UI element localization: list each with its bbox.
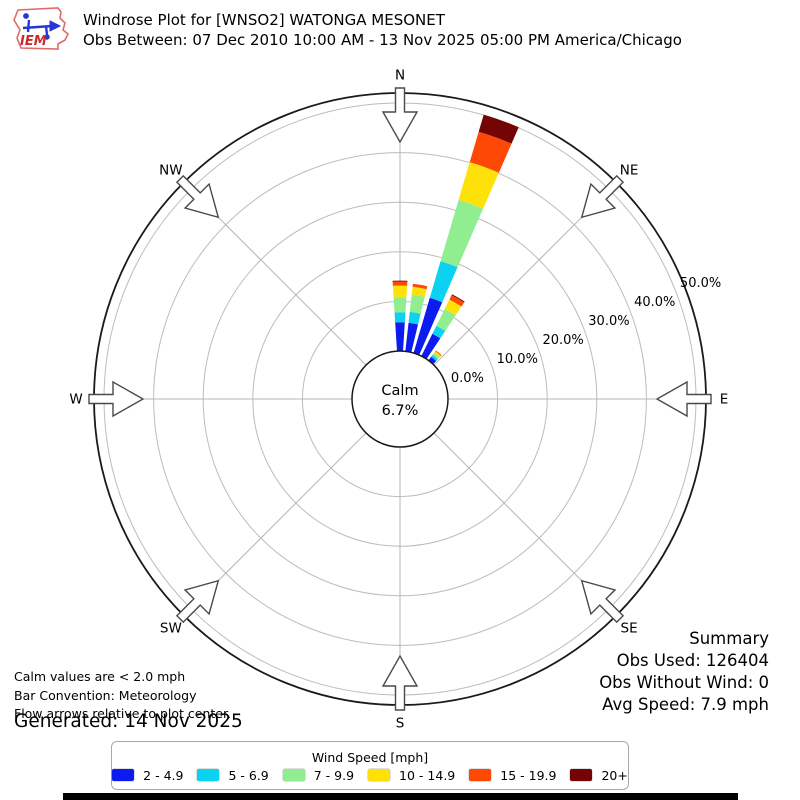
ring-percent-label: 40.0%	[634, 295, 675, 310]
wind-bar-segment	[412, 283, 428, 290]
wind-bar-segment	[458, 162, 499, 209]
legend-swatch-icon	[197, 769, 220, 781]
wind-vane-icon	[22, 13, 62, 40]
legend-label: 10 - 14.9	[399, 767, 456, 783]
wind-bar-segment	[478, 114, 519, 144]
wind-bar-segment	[393, 297, 407, 313]
footer-notes: Calm values are < 2.0 mph Bar Convention…	[14, 668, 231, 724]
wind-bar-segment	[432, 325, 446, 339]
compass-label-w: W	[69, 392, 82, 408]
flow-arrow-icon	[381, 654, 419, 711]
compass-label-se: SE	[621, 621, 638, 637]
wind-bar-segment	[436, 308, 456, 331]
flow-arrow-icon	[175, 579, 220, 624]
summary-obs-without-wind: Obs Without Wind: 0	[599, 673, 769, 692]
legend-label: 2 - 4.9	[143, 767, 184, 783]
legend-swatch-icon	[570, 769, 593, 781]
wind-bar-segment	[451, 294, 465, 303]
wind-bar-segment	[440, 199, 484, 268]
note-bar-convention: Bar Convention: Meteorology	[14, 687, 197, 703]
wind-bar-segment	[429, 261, 458, 303]
wind-speed-legend: Wind Speed [mph] 2 - 4.9 5 - 6.9 7 - 9.9 10…	[111, 741, 629, 790]
legend-item: 10 - 14.9	[368, 768, 455, 783]
logo-text: IEM	[20, 34, 47, 49]
legend-items: 2 - 4.9 5 - 6.9 7 - 9.9 10 - 14.9 15 - 19.9 2…	[105, 768, 635, 783]
compass-label-sw: SW	[160, 621, 182, 637]
bottom-divider-bar	[63, 793, 738, 800]
wind-bar-segment	[394, 312, 406, 323]
page-title: Windrose Plot for [WNSO2] WATONGA MESONE…	[83, 11, 445, 29]
ring-percent-label: 50.0%	[680, 276, 721, 291]
note-flow-arrows: Flow arrows relative to plot center.	[14, 706, 231, 721]
legend-swatch-icon	[368, 769, 391, 781]
wind-bar-segment	[449, 295, 465, 307]
summary-obs-used: Obs Used: 126404	[616, 651, 769, 670]
legend-swatch-icon	[282, 769, 305, 781]
summary-avg-speed: Avg Speed: 7.9 mph	[602, 695, 769, 714]
wind-bar-segment	[421, 333, 441, 360]
compass-label-ne: NE	[620, 162, 639, 178]
note-calm-threshold: Calm values are < 2.0 mph	[14, 669, 186, 684]
wind-bar-segment	[434, 351, 441, 358]
compass-label-n: N	[395, 68, 405, 84]
legend-item: 5 - 6.9	[197, 767, 269, 783]
ring-percent-label: 0.0%	[451, 371, 484, 386]
ring-percent-label: 10.0%	[497, 352, 538, 367]
page-subtitle: Obs Between: 07 Dec 2010 10:00 AM - 13 N…	[83, 31, 682, 49]
title-block: Windrose Plot for [WNSO2] WATONGA MESONE…	[83, 10, 682, 50]
wind-bar-segment	[409, 294, 425, 314]
legend-title: Wind Speed [mph]	[311, 749, 429, 765]
flow-arrow-icon	[175, 174, 220, 219]
summary-title: Summary	[689, 629, 769, 648]
flow-arrow-icon	[655, 380, 712, 418]
legend-swatch-icon	[469, 769, 492, 781]
wind-bar-segment	[411, 286, 427, 297]
ring-percent-label: 20.0%	[542, 333, 583, 348]
compass-label-s: S	[396, 716, 405, 732]
calm-label: Calm	[381, 383, 418, 399]
flow-arrow-icon	[580, 174, 625, 219]
summary-block: Summary Obs Used: 126404 Obs Without Win…	[599, 628, 769, 716]
legend-item: 7 - 9.9	[282, 767, 355, 783]
wind-bar-segment	[392, 285, 408, 298]
iem-logo: IEM	[13, 7, 70, 50]
wind-bar-segment	[469, 131, 512, 173]
legend-item: 2 - 4.9	[112, 768, 183, 783]
flow-arrow-icon	[580, 579, 625, 624]
ring-percent-label: 30.0%	[588, 314, 629, 329]
compass-label-e: E	[720, 392, 729, 408]
wind-bar-segment	[435, 350, 442, 356]
legend-label: 20+	[601, 767, 628, 783]
wind-bar-segment	[392, 281, 408, 286]
wind-bar-segment	[444, 299, 462, 316]
wind-bar-segment	[428, 356, 437, 365]
wind-bar-segment	[395, 322, 405, 352]
compass-label-nw: NW	[159, 162, 182, 178]
legend-item: 15 - 19.9	[469, 768, 556, 783]
wind-bar-segment	[413, 297, 443, 356]
legend-swatch-icon	[112, 769, 135, 781]
wind-bar-segment	[392, 280, 408, 282]
legend-label: 5 - 6.9	[228, 767, 269, 783]
calm-percent: 6.7%	[382, 403, 419, 419]
legend-label: 15 - 19.9	[500, 767, 557, 783]
legend-item: 20+	[570, 767, 628, 783]
flow-arrow-icon	[88, 380, 145, 418]
legend-label: 7 - 9.9	[313, 767, 355, 783]
wind-bar-segment	[432, 352, 440, 360]
generated-timestamp: Generated: 14 Nov 2025	[14, 711, 243, 732]
calm-circle	[351, 350, 449, 448]
flow-arrow-icon	[381, 87, 419, 144]
wind-bar-segment	[408, 311, 421, 325]
wind-bar-segment	[431, 354, 438, 362]
wind-bar-segment	[405, 322, 419, 353]
